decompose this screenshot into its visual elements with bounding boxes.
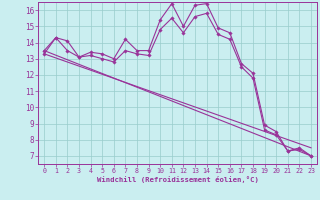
X-axis label: Windchill (Refroidissement éolien,°C): Windchill (Refroidissement éolien,°C) [97,176,259,183]
